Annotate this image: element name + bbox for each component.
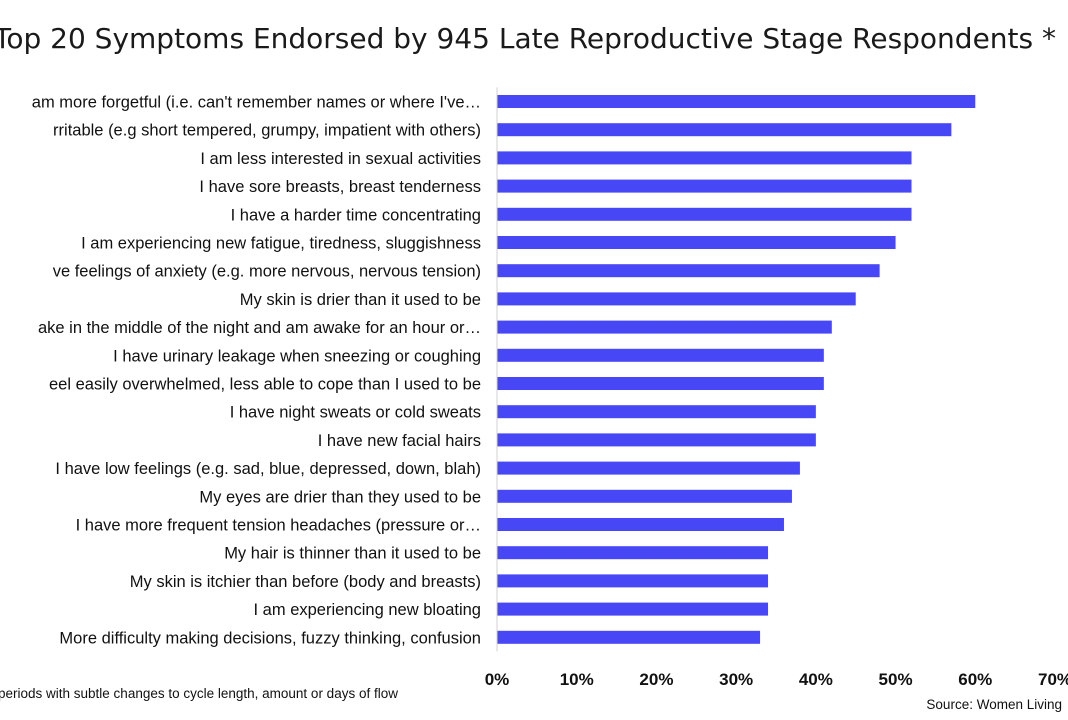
- category-label-13: I have new facial hairs: [318, 432, 481, 450]
- bar-17: [497, 546, 769, 560]
- bars-group: [497, 95, 976, 644]
- x-tick-label: 10%: [560, 670, 594, 689]
- category-label-4: I have sore breasts, breast tenderness: [199, 178, 481, 196]
- x-tick-label: 70%: [1038, 670, 1068, 689]
- category-label-7: ve feelings of anxiety (e.g. more nervou…: [53, 263, 481, 281]
- category-label-9: ake in the middle of the night and am aw…: [38, 319, 481, 337]
- x-tick-label: 20%: [639, 670, 673, 689]
- bar-18: [497, 574, 769, 588]
- bar-20: [497, 630, 761, 644]
- x-tick-label: 0%: [485, 670, 510, 689]
- category-label-5: I have a harder time concentrating: [231, 206, 481, 224]
- bar-16: [497, 518, 784, 531]
- bar-2: [497, 123, 952, 137]
- category-label-14: I have low feelings (e.g. sad, blue, dep…: [55, 460, 481, 478]
- category-label-1: am more forgetful (i.e. can't remember n…: [32, 94, 481, 112]
- category-label-15: My eyes are drier than they used to be: [199, 488, 481, 506]
- category-label-11: eel easily overwhelmed, less able to cop…: [49, 376, 481, 394]
- category-label-20: More difficulty making decisions, fuzzy …: [59, 629, 481, 647]
- category-label-10: I have urinary leakage when sneezing or …: [113, 347, 481, 365]
- bar-11: [497, 377, 824, 390]
- category-label-6: I am experiencing new fatigue, tiredness…: [81, 235, 481, 253]
- chart-title: Top 20 Symptoms Endorsed by 945 Late Rep…: [0, 22, 1057, 55]
- bar-8: [497, 292, 856, 306]
- category-label-12: I have night sweats or cold sweats: [230, 404, 481, 422]
- bar-4: [497, 179, 912, 193]
- x-tick-label: 30%: [719, 670, 753, 689]
- footnote: periods with subtle changes to cycle len…: [0, 686, 398, 701]
- category-label-16: I have more frequent tension headaches (…: [76, 517, 481, 535]
- x-tick-label: 40%: [799, 670, 833, 689]
- bar-10: [497, 348, 824, 362]
- bar-19: [497, 602, 769, 616]
- bar-14: [497, 461, 800, 475]
- bar-1: [497, 95, 976, 108]
- bar-12: [497, 405, 816, 419]
- bar-13: [497, 433, 816, 447]
- bar-3: [497, 151, 912, 165]
- bar-7: [497, 264, 880, 278]
- category-label-8: My skin is drier than it used to be: [240, 291, 481, 309]
- bar-5: [497, 207, 912, 221]
- category-label-17: My hair is thinner than it used to be: [224, 545, 481, 563]
- category-label-19: I am experiencing new bloating: [254, 601, 481, 619]
- category-label-3: I am less interested in sexual activitie…: [200, 150, 481, 168]
- category-label-18: My skin is itchier than before (body and…: [130, 573, 481, 591]
- x-tick-label: 50%: [879, 670, 913, 689]
- category-label-2: rritable (e.g short tempered, grumpy, im…: [53, 122, 481, 140]
- bar-15: [497, 489, 792, 503]
- x-tick-label: 60%: [958, 670, 992, 689]
- category-labels-group: am more forgetful (i.e. can't remember n…: [32, 94, 481, 648]
- bar-6: [497, 236, 896, 249]
- x-tick-labels-group: 0% 10% 20% 30% 40% 50% 60% 70%: [485, 670, 1068, 689]
- bar-9: [497, 320, 832, 334]
- source-note: Source: Women Living: [926, 697, 1062, 712]
